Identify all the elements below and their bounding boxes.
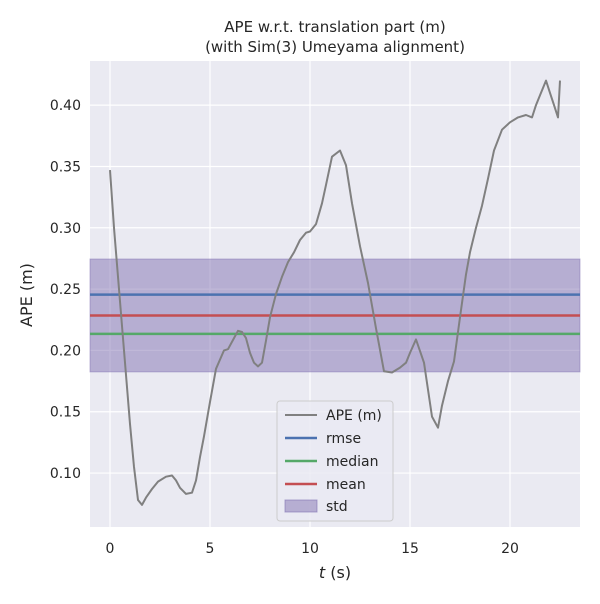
y-axis-label: APE (m) <box>17 263 36 327</box>
x-axis-label-var: t <box>319 563 326 582</box>
y-tick-labels: 0.10 0.15 0.20 0.25 0.30 0.35 0.40 <box>50 98 81 482</box>
legend-std-swatch <box>284 499 318 513</box>
legend-box <box>276 400 394 522</box>
legend-rmse-label: rmse <box>326 431 361 447</box>
x-axis-label: t (s) <box>319 563 351 582</box>
y-tick-label: 0.25 <box>50 282 81 298</box>
y-tick-label: 0.20 <box>50 343 81 359</box>
chart-subtitle: (with Sim(3) Umeyama alignment) <box>205 38 465 56</box>
x-tick-label: 0 <box>106 541 115 557</box>
stat-lines-layer <box>90 293 580 336</box>
x-tick-label: 5 <box>206 541 215 557</box>
y-tick-label: 0.30 <box>50 221 81 237</box>
x-tick-label: 20 <box>501 541 519 557</box>
ape-series-line <box>109 79 561 506</box>
series-layer <box>109 79 561 506</box>
legend-median-label: median <box>326 454 378 470</box>
legend: APE (m) rmse median mean std <box>276 400 394 522</box>
y-tick-label: 0.35 <box>50 159 81 175</box>
x-tick-label: 10 <box>301 541 319 557</box>
legend-ape-label: APE (m) <box>326 408 382 424</box>
legend-mean-label: mean <box>326 477 366 493</box>
x-tick-labels: 0 5 10 15 20 <box>106 541 519 557</box>
x-axis-label-unit: (s) <box>325 563 351 582</box>
chart-title: APE w.r.t. translation part (m) <box>224 18 445 36</box>
y-tick-label: 0.40 <box>50 98 81 114</box>
y-tick-label: 0.10 <box>50 466 81 482</box>
x-tick-label: 15 <box>401 541 419 557</box>
y-tick-label: 0.15 <box>50 405 81 421</box>
legend-std-label: std <box>326 499 348 515</box>
